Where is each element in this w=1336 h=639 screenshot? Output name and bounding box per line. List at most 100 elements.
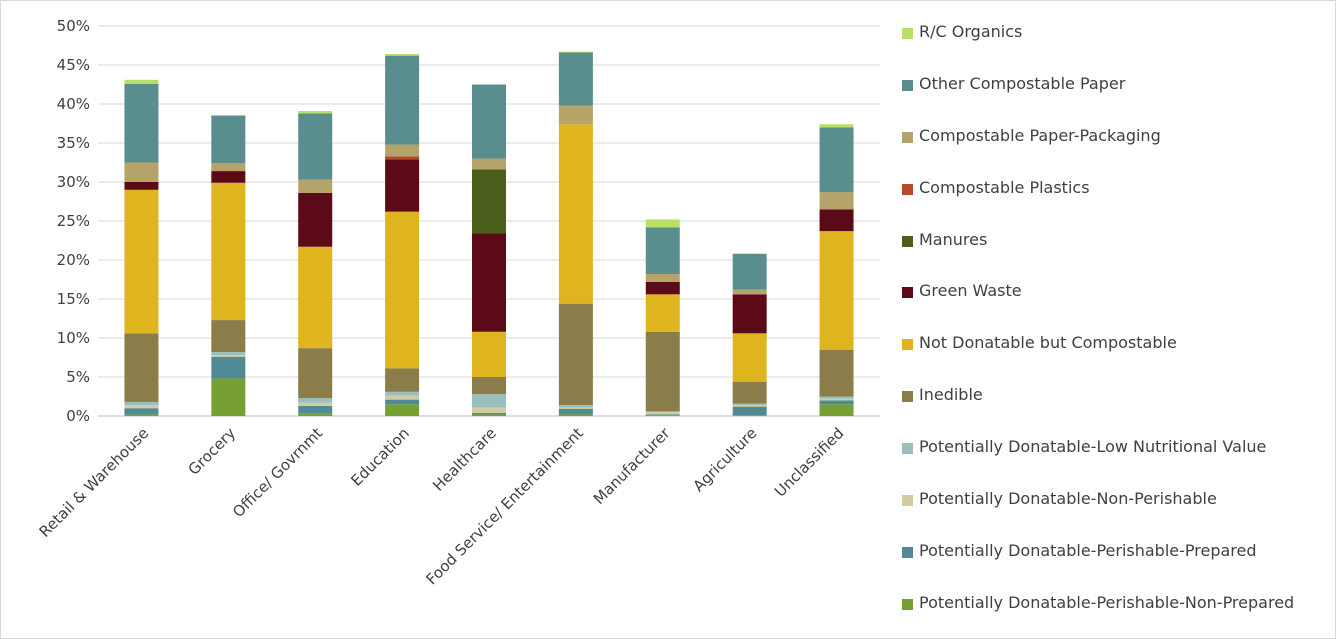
bar-segment [645, 414, 680, 416]
bar-segment [558, 408, 593, 415]
bar-segment [211, 320, 246, 353]
bar-segment [385, 156, 420, 160]
y-tick-label: 45% [57, 56, 90, 74]
bar-segment [558, 51, 593, 53]
bar-segment [298, 192, 333, 247]
y-tick-label: 40% [57, 95, 90, 113]
y-tick-label: 0% [66, 407, 90, 425]
bar-segment [819, 124, 854, 128]
bar-segment [211, 115, 246, 164]
x-tick-label: Food Service/ Entertainment [423, 424, 587, 588]
bar-segment [211, 114, 246, 116]
legend-swatch [902, 287, 913, 299]
bar-segment [124, 189, 159, 334]
legend-label: R/C Organics [919, 22, 1023, 41]
y-tick-label: 15% [57, 290, 90, 308]
y-tick-label: 35% [57, 134, 90, 152]
bar-segment [124, 83, 159, 163]
bar-segment [558, 105, 593, 125]
legend-label: Potentially Donatable-Perishable-Non-Pre… [919, 592, 1295, 612]
x-tick-label: Education [347, 424, 413, 490]
bar-segment [558, 52, 593, 106]
bar-segment [558, 303, 593, 406]
bar-segment [819, 349, 854, 397]
legend-swatch [902, 546, 913, 558]
bar-segment [645, 415, 680, 416]
bar-segment [472, 84, 506, 159]
bar-segment [472, 377, 506, 395]
bar-segment [385, 368, 420, 392]
bar-segment [732, 253, 767, 290]
x-tick-label: Unclassified [771, 424, 847, 500]
bar-segment [472, 233, 506, 332]
bar-segment [211, 182, 246, 321]
y-tick-label: 25% [57, 212, 90, 230]
bar-segment [211, 163, 246, 172]
legend-swatch [902, 495, 913, 507]
bar-segment [298, 179, 333, 193]
bar-segment [472, 394, 506, 408]
bar-segment [385, 399, 420, 405]
legend-label: Potentially Donatable-Non-Perishable [919, 489, 1217, 509]
bar-segment [732, 406, 767, 416]
bar-segment [645, 227, 680, 275]
bar-segment [385, 404, 420, 416]
legend-label: Potentially Donatable-Low Nutritional Va… [919, 437, 1267, 457]
bar-segment [732, 381, 767, 404]
bar-segment [472, 331, 506, 377]
bar-segment [124, 182, 159, 190]
bar-segment [819, 396, 854, 399]
bar-segment [819, 404, 854, 416]
bar-segment [124, 401, 159, 406]
legend-item: Potentially Donatable-Perishable-Non-Pre… [902, 587, 1332, 639]
legend-label: Compostable Plastics [919, 177, 1090, 197]
bars [124, 51, 854, 416]
legend-swatch [902, 79, 913, 91]
bar-segment [819, 209, 854, 232]
legend-item: Compostable Plastics [902, 172, 1332, 224]
bar-segment [211, 352, 246, 356]
legend-label: Manures [919, 229, 988, 249]
bar-segment [385, 54, 420, 56]
x-tick-label: Retail & Warehouse [36, 424, 153, 541]
legend-label: Green Waste [919, 281, 1022, 301]
bar-segment [558, 405, 593, 408]
legend-swatch [902, 131, 913, 143]
bar-segment [298, 405, 333, 414]
legend-item: Potentially Donatable-Perishable-Prepare… [902, 535, 1332, 587]
legend-item: Inedible [902, 379, 1332, 431]
legend-item: R/C Organics [902, 16, 1332, 68]
bar-segment [124, 405, 159, 409]
legend-swatch [902, 339, 913, 351]
legend-swatch [902, 598, 913, 610]
y-tick-label: 10% [57, 329, 90, 347]
bar-segment [298, 398, 333, 403]
y-tick-label: 20% [57, 251, 90, 269]
bar-segment [472, 412, 506, 415]
bar-segment [732, 415, 767, 416]
bar-segment [819, 192, 854, 210]
x-tick-label: Manufacturer [590, 424, 674, 508]
bar-segment [645, 412, 680, 415]
bar-segment [472, 414, 506, 416]
legend-item: Compostable Paper-Packaging [902, 120, 1332, 172]
legend-item: Other Compostable Paper [902, 68, 1332, 120]
bar-segment [558, 407, 593, 409]
legend-swatch [902, 183, 913, 195]
legend-label: Compostable Paper-Packaging [919, 125, 1161, 145]
bar-segment [645, 411, 680, 413]
legend-label: Not Donatable but Compostable [919, 333, 1177, 353]
bar-segment [385, 391, 420, 396]
bar-segment [645, 274, 680, 282]
x-tick-label: Agriculture [689, 424, 760, 495]
legend-item: Potentially Donatable-Non-Perishable [902, 483, 1332, 535]
bar-segment [645, 294, 680, 332]
bar-segment [385, 395, 420, 400]
bar-segment [385, 211, 420, 369]
bar-segment [211, 356, 246, 379]
bar-segment [385, 55, 420, 145]
legend-swatch [902, 443, 913, 455]
bar-segment [298, 113, 333, 180]
